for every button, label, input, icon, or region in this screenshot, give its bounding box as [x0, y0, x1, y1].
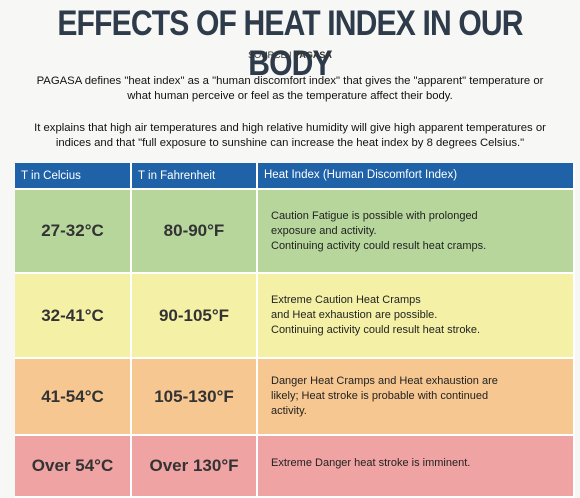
table-row: 27-32°C 80-90°F Caution Fatigue is possibl… — [15, 190, 575, 274]
description-line: exposure and activity. — [271, 224, 377, 237]
description-line: Extreme Caution Heat Cramps — [271, 294, 421, 306]
celsius-cell: Over 54°C — [15, 436, 132, 496]
table: T in Celcius T in Fahrenheit Heat Index … — [15, 163, 575, 498]
description-line: Danger Heat Cramps and Heat exhaustion a… — [271, 375, 498, 387]
fahrenheit-cell: 105-130°F — [132, 359, 258, 434]
description-cell: Extreme Caution Heat Cramps and Heat exha… — [258, 274, 575, 357]
celsius-cell: 41-54°C — [15, 359, 132, 434]
source: SOURCE | PAGASA — [0, 50, 580, 60]
source-value: PAGASA — [294, 50, 332, 60]
description-cell: Danger Heat Cramps and Heat exhaustion a… — [258, 359, 575, 434]
header-cell: T in Fahrenheit — [132, 163, 258, 188]
description-line: Caution Fatigue is possible with prolong… — [271, 209, 478, 222]
table-row: 32-41°C 90-105°F Extreme Caution Heat Cram… — [15, 274, 575, 359]
description-line: Continuing activity could result heat st… — [271, 324, 481, 336]
celsius-cell: 32-41°C — [15, 274, 132, 357]
page: EFFECTS OF HEAT INDEX IN OUR BODY SOURCE… — [0, 4, 580, 498]
table-row: 41-54°C 105-130°F Danger Heat Cramps and H… — [15, 359, 575, 436]
description-cell: Caution Fatigue is possible with prolong… — [258, 190, 575, 272]
description-line: Extreme Danger heat stroke is imminent. — [271, 457, 471, 469]
header-row: T in Celcius T in Fahrenheit Heat Index … — [15, 163, 575, 190]
description-line: and Heat exhaustion are possible. — [271, 309, 438, 321]
celsius-cell: 27-32°C — [15, 190, 132, 272]
fahrenheit-cell: 80-90°F — [132, 190, 258, 272]
fahrenheit-cell: 90-105°F — [132, 274, 258, 357]
title: EFFECTS OF HEAT INDEX IN OUR BODY — [57, 4, 523, 83]
paragraph: It explains that high air temperatures a… — [34, 122, 546, 149]
description-line: Continuing activity could result heat cr… — [271, 239, 487, 252]
header-cell: Heat Index (Human Discomfort Index) — [258, 163, 575, 188]
table-row: Over 54°C Over 130°F Extreme Danger heat s… — [15, 436, 575, 498]
description-line: likely; Heat stroke is probable with con… — [271, 390, 489, 402]
source-label: SOURCE | — [248, 50, 292, 60]
paragraph: PAGASA defines "heat index" as a "human … — [36, 75, 544, 102]
description-cell: Extreme Danger heat stroke is imminent. — [258, 436, 575, 496]
header-cell: T in Celcius — [15, 163, 132, 188]
fahrenheit-cell: Over 130°F — [132, 436, 258, 496]
description-line: activity. — [271, 405, 307, 417]
